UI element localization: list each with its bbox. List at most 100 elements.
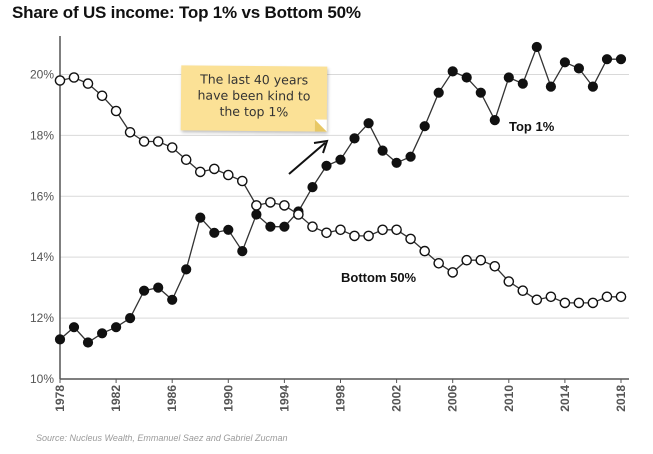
data-point-bottom-50 [265,197,276,208]
data-point-bottom-50 [251,200,262,211]
y-tick-label: 18% [30,128,54,142]
y-tick-label: 12% [30,311,54,325]
data-point-bottom-50 [433,257,445,269]
data-point-bottom-50 [587,297,599,309]
data-point-bottom-50 [152,136,164,147]
series-label-bottom-50: Bottom 50% [341,270,417,285]
data-point-top-1 [125,313,136,324]
data-point-top-1 [209,227,220,238]
x-tick-label: 1982 [109,385,123,412]
source-caption: Source: Nucleus Wealth, Emmanuel Saez an… [36,433,288,443]
data-point-bottom-50 [531,294,543,306]
data-point-top-1 [475,87,486,98]
data-point-bottom-50 [419,245,431,257]
x-tick-label: 2014 [558,385,572,412]
data-point-bottom-50 [110,105,122,117]
data-point-top-1 [573,63,585,74]
data-point-top-1 [139,285,150,296]
data-point-top-1 [349,133,360,144]
data-point-bottom-50 [377,224,388,236]
data-point-top-1 [82,337,94,348]
data-point-bottom-50 [475,254,487,266]
data-point-bottom-50 [321,227,332,239]
data-point-bottom-50 [236,175,248,187]
data-point-top-1 [489,115,500,126]
data-point-top-1 [54,334,66,345]
y-tick-label: 16% [30,189,54,203]
data-point-bottom-50 [517,285,529,297]
x-tick-label: 2006 [446,385,460,412]
data-point-bottom-50 [82,78,94,89]
y-tick-label: 20% [30,67,54,81]
data-point-bottom-50 [68,72,80,83]
data-point-top-1 [195,212,206,223]
data-point-bottom-50 [573,297,585,309]
data-point-bottom-50 [293,209,304,220]
data-point-top-1 [181,264,192,275]
data-point-bottom-50 [96,90,108,102]
data-point-bottom-50 [489,260,501,272]
data-point-top-1 [223,224,234,235]
annotation-note: The last 40 years have been kind to the … [180,65,328,132]
data-point-bottom-50 [166,142,178,153]
data-point-top-1 [265,221,276,232]
data-point-top-1 [335,154,346,165]
data-point-bottom-50 [601,291,613,303]
data-point-bottom-50 [615,291,627,303]
data-point-bottom-50 [405,233,416,245]
data-point-top-1 [405,151,416,162]
y-tick-label: 10% [30,372,54,386]
x-tick-label: 1978 [53,385,67,412]
data-point-bottom-50 [180,154,192,165]
data-point-bottom-50 [54,75,66,86]
data-point-bottom-50 [279,200,290,211]
data-point-top-1 [307,182,318,193]
data-point-top-1 [559,57,571,68]
data-point-bottom-50 [503,276,515,287]
data-point-top-1 [433,87,444,98]
annotation-arrow-head [313,139,329,154]
data-point-top-1 [153,282,164,293]
data-point-top-1 [517,78,528,89]
data-point-bottom-50 [461,254,473,266]
x-tick-label: 2010 [502,385,516,412]
x-tick-label: 2002 [390,385,404,412]
annotation-arrow [288,142,326,175]
data-point-bottom-50 [545,291,557,303]
data-point-bottom-50 [208,163,220,175]
data-point-top-1 [251,209,262,220]
data-point-top-1 [419,121,430,132]
data-point-top-1 [587,81,599,92]
data-point-top-1 [377,145,388,156]
x-tick-label: 2018 [614,385,628,412]
x-tick-label: 1986 [165,385,179,412]
data-point-top-1 [321,160,332,171]
data-point-top-1 [461,72,472,83]
data-point-top-1 [615,54,627,65]
data-point-top-1 [111,322,122,333]
data-point-top-1 [97,328,108,339]
data-point-bottom-50 [363,230,374,242]
data-point-top-1 [545,81,557,92]
data-point-bottom-50 [447,267,459,278]
data-point-top-1 [447,66,458,77]
data-point-top-1 [531,41,542,53]
data-point-top-1 [68,322,80,333]
x-tick-label: 1994 [277,385,291,412]
y-tick-label: 14% [30,250,54,264]
data-point-top-1 [363,118,374,129]
data-point-bottom-50 [391,224,402,236]
data-point-top-1 [601,54,613,65]
series-top-1 [54,41,627,348]
data-point-bottom-50 [307,221,318,232]
data-point-bottom-50 [559,297,571,309]
data-point-bottom-50 [194,166,206,178]
x-tick-label: 1998 [334,385,348,412]
data-point-bottom-50 [124,127,136,138]
data-point-top-1 [279,221,290,232]
data-point-top-1 [391,157,402,168]
series-label-top-1: Top 1% [509,119,555,134]
data-point-top-1 [503,72,514,83]
data-point-top-1 [237,246,248,257]
